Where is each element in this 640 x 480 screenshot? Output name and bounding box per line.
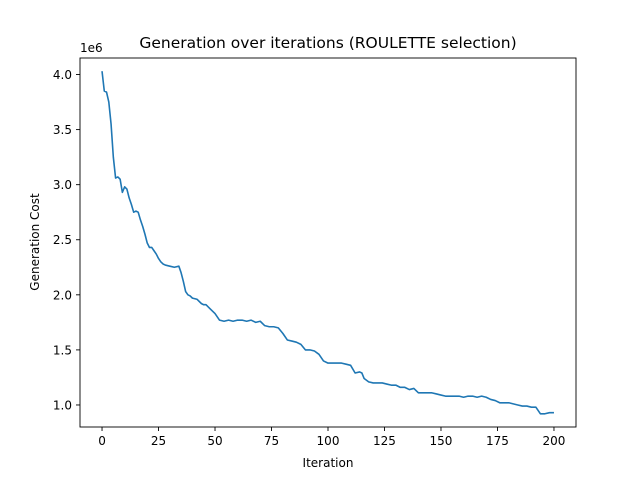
chart-title: Generation over iterations (ROULETTE sel… [139,34,516,52]
x-axis-label: Iteration [303,456,354,470]
y-tick-label: 2.0 [53,288,72,302]
x-tick-label: 150 [430,434,453,448]
x-axis: 0 25 50 75 100 125 150 175 200 [98,427,565,448]
y-axis-label: Generation Cost [28,193,42,291]
y-tick-label: 1.0 [53,398,72,412]
y-tick-label: 3.0 [53,178,72,192]
x-tick-label: 125 [373,434,396,448]
x-tick-label: 75 [264,434,279,448]
x-tick-label: 25 [151,434,166,448]
y-tick-label: 1.5 [53,343,72,357]
x-tick-label: 0 [98,434,106,448]
axes-frame [79,57,577,428]
y-tick-label: 2.5 [53,233,72,247]
y-axis: 1.0 1.5 2.0 2.5 3.0 3.5 4.0 [53,68,80,412]
y-tick-label: 4.0 [53,68,72,82]
x-tick-label: 100 [317,434,340,448]
y-offset-label: 1e6 [80,41,103,55]
series-line-0 [101,71,554,415]
plot-area [79,57,577,428]
x-tick-label: 50 [207,434,222,448]
x-tick-label: 175 [486,434,509,448]
y-tick-label: 3.5 [53,123,72,137]
x-tick-label: 200 [543,434,566,448]
